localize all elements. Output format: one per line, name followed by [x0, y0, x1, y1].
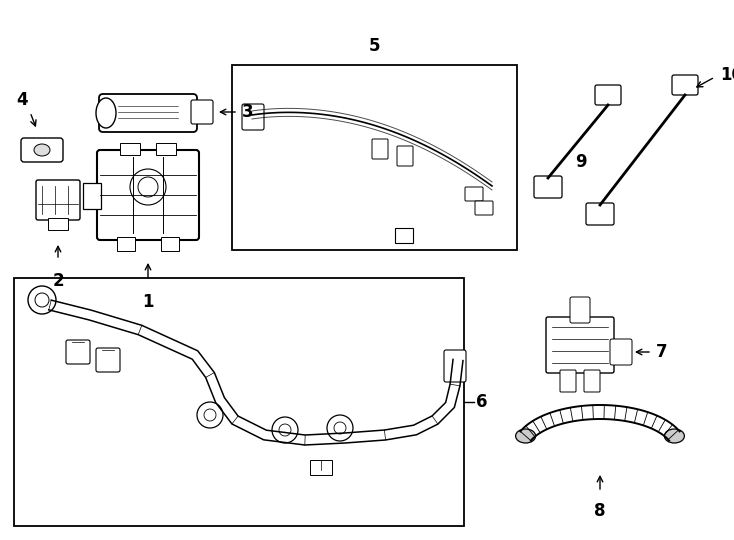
Circle shape [204, 409, 216, 421]
Circle shape [130, 169, 166, 205]
Bar [14, 278, 464, 526]
FancyBboxPatch shape [560, 370, 576, 392]
Bar [310, 460, 332, 475]
Bar [48, 218, 68, 230]
Text: 7: 7 [656, 343, 668, 361]
Ellipse shape [96, 98, 116, 128]
FancyBboxPatch shape [586, 203, 614, 225]
Text: 2: 2 [52, 272, 64, 290]
Bar [161, 237, 179, 251]
Text: 5: 5 [368, 37, 379, 55]
FancyBboxPatch shape [99, 94, 197, 132]
Text: 6: 6 [476, 393, 487, 411]
Bar [83, 183, 101, 209]
Circle shape [28, 286, 56, 314]
Circle shape [334, 422, 346, 434]
Text: 9: 9 [575, 153, 586, 171]
Bar [232, 65, 517, 250]
FancyBboxPatch shape [96, 348, 120, 372]
Text: 8: 8 [595, 502, 606, 520]
FancyBboxPatch shape [534, 176, 562, 198]
Circle shape [197, 402, 223, 428]
FancyBboxPatch shape [595, 85, 621, 105]
Bar [117, 237, 135, 251]
Text: 4: 4 [16, 91, 28, 109]
Bar [395, 228, 413, 243]
FancyBboxPatch shape [465, 187, 483, 201]
FancyBboxPatch shape [570, 297, 590, 323]
FancyBboxPatch shape [584, 370, 600, 392]
FancyBboxPatch shape [546, 317, 614, 373]
FancyBboxPatch shape [475, 201, 493, 215]
Circle shape [272, 417, 298, 443]
Text: 10: 10 [720, 66, 734, 84]
FancyBboxPatch shape [21, 138, 63, 162]
Ellipse shape [664, 429, 684, 443]
Bar [156, 143, 176, 155]
FancyBboxPatch shape [610, 339, 632, 365]
FancyBboxPatch shape [372, 139, 388, 159]
FancyBboxPatch shape [672, 75, 698, 95]
FancyBboxPatch shape [36, 180, 80, 220]
FancyBboxPatch shape [242, 104, 264, 130]
Circle shape [35, 293, 49, 307]
Ellipse shape [515, 429, 536, 443]
FancyBboxPatch shape [66, 340, 90, 364]
FancyBboxPatch shape [444, 350, 466, 382]
Circle shape [327, 415, 353, 441]
Text: 3: 3 [242, 103, 254, 121]
FancyBboxPatch shape [97, 150, 199, 240]
Text: 1: 1 [142, 293, 153, 311]
Ellipse shape [34, 144, 50, 156]
Circle shape [138, 177, 158, 197]
Bar [120, 143, 140, 155]
FancyBboxPatch shape [397, 146, 413, 166]
Circle shape [279, 424, 291, 436]
FancyBboxPatch shape [191, 100, 213, 124]
